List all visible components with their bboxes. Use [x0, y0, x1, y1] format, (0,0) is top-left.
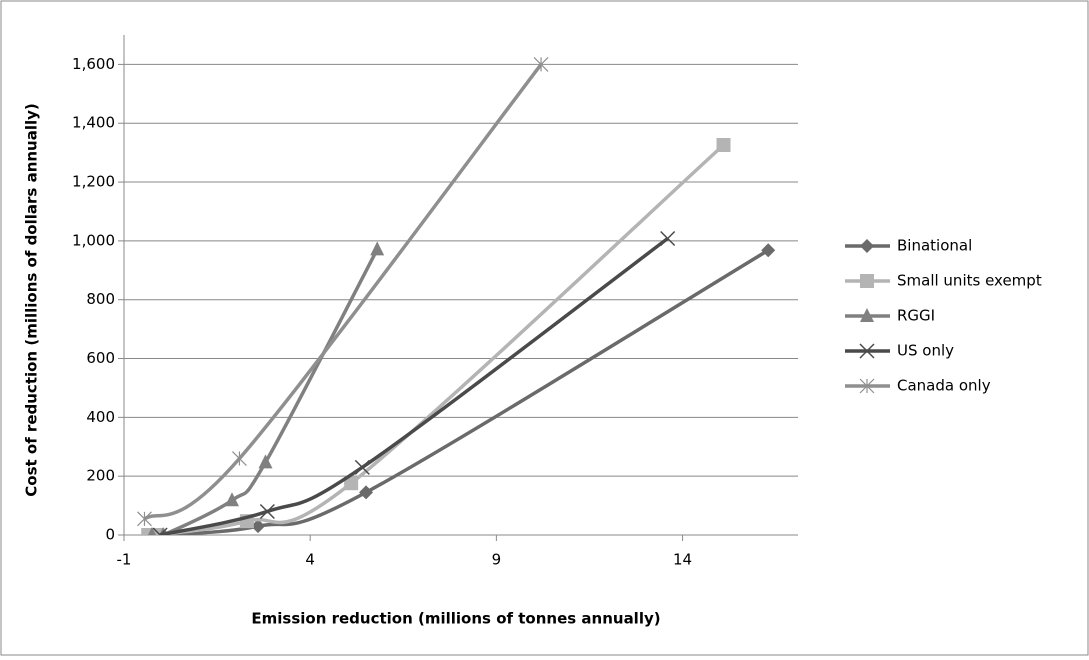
legend-label: Small units exempt — [897, 272, 1042, 290]
marker — [860, 239, 874, 253]
y-tick-label: 800 — [86, 290, 115, 308]
y-tick-label: 1,400 — [72, 114, 115, 132]
series-line — [159, 237, 669, 535]
y-tick-label: 1,000 — [72, 231, 115, 249]
marker — [370, 241, 385, 256]
marker — [860, 308, 874, 322]
x-tick-label: 9 — [492, 551, 502, 569]
y-tick-label: 1,600 — [72, 55, 115, 73]
marker — [859, 378, 875, 394]
y-tick-label: 600 — [86, 349, 115, 367]
marker — [533, 56, 549, 72]
y-tick-label: 200 — [86, 467, 115, 485]
y-tick-label: 1,200 — [72, 173, 115, 191]
plot-area — [137, 56, 776, 535]
marker — [152, 527, 168, 535]
marker — [354, 459, 370, 475]
marker — [224, 492, 239, 507]
marker — [761, 243, 776, 258]
legend-label: Binational — [897, 237, 972, 255]
series-line — [143, 63, 543, 521]
marker — [359, 485, 374, 500]
marker — [251, 519, 266, 534]
y-axis-label: Cost of reduction (millions of dollars a… — [23, 103, 41, 497]
marker — [137, 511, 152, 527]
marker — [259, 503, 275, 520]
marker — [258, 454, 273, 469]
marker — [232, 451, 247, 466]
marker — [860, 274, 874, 288]
y-tick-label: 0 — [105, 526, 115, 544]
marker — [716, 138, 731, 152]
marker — [141, 528, 156, 535]
x-tick-label: 14 — [673, 551, 692, 569]
legend-label: RGGI — [897, 307, 935, 325]
marker — [660, 230, 676, 247]
y-tick-label: 400 — [86, 408, 115, 426]
marker — [147, 527, 156, 535]
x-axis-label: Emission reduction (millions of tonnes a… — [251, 610, 660, 628]
legend-label: Canada only — [897, 377, 991, 395]
marker — [344, 476, 359, 491]
x-tick-label: 4 — [305, 551, 315, 569]
marker — [859, 343, 875, 359]
x-tick-label: -1 — [117, 551, 132, 569]
legend-label: US only — [897, 342, 954, 360]
